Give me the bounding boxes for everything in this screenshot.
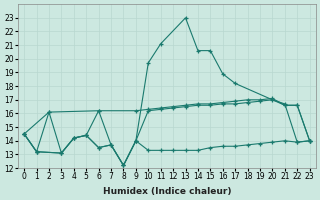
X-axis label: Humidex (Indice chaleur): Humidex (Indice chaleur) xyxy=(103,187,231,196)
